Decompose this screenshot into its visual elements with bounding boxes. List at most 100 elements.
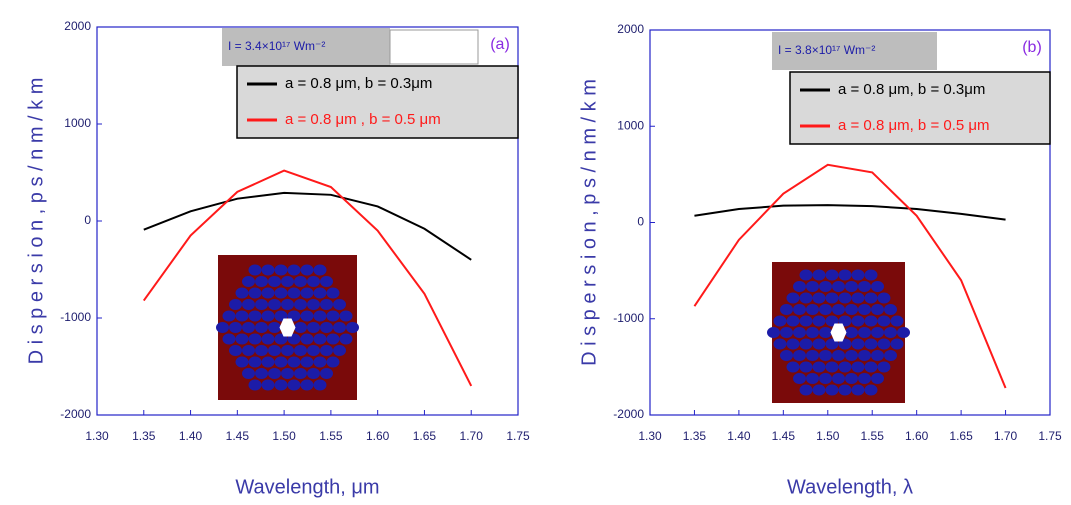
inset-hole <box>313 310 327 322</box>
x-tick-label: 1.65 <box>949 429 973 443</box>
inset-hole <box>832 304 845 315</box>
inset-hole <box>320 368 333 379</box>
inset-hole <box>832 350 845 361</box>
inset-hole <box>242 299 255 310</box>
annotation-box <box>772 32 937 70</box>
inset-hole <box>268 345 281 356</box>
inset-hole <box>313 356 327 368</box>
inset-hole <box>845 304 858 315</box>
inset-hole <box>845 350 858 361</box>
x-tick-label: 1.35 <box>132 429 156 443</box>
inset-hole <box>255 345 268 356</box>
inset-hole <box>287 356 301 368</box>
x-tick-label: 1.30 <box>85 429 109 443</box>
series-line <box>693 163 1007 389</box>
inset-hole <box>320 345 333 356</box>
inset-hole <box>858 281 871 292</box>
inset-hole <box>294 368 307 379</box>
inset-hole <box>825 292 839 304</box>
inset-hole <box>294 345 307 356</box>
inset-hole <box>300 356 314 368</box>
inset-hole <box>832 281 845 292</box>
legend-label: a = 0.8 μm, b = 0.5 μm <box>838 117 990 134</box>
y-tick-label: -1000 <box>60 310 91 324</box>
inset-hole <box>858 373 871 384</box>
inset-hole <box>877 315 891 327</box>
inset-hole <box>242 368 255 379</box>
inset-hole <box>326 287 340 299</box>
inset-hole <box>838 292 852 304</box>
inset-hole <box>806 327 819 338</box>
inset-hole <box>235 287 249 299</box>
series-line <box>694 204 1006 221</box>
annotation-white <box>389 29 479 65</box>
inset-hole <box>877 292 891 304</box>
inset-hole <box>864 292 878 304</box>
inset-hole <box>806 350 819 361</box>
inset-hole <box>773 338 787 350</box>
inset-hole <box>858 350 871 361</box>
y-tick-label: 2000 <box>617 22 644 36</box>
inset-hole <box>767 327 780 338</box>
x-tick-label: 1.45 <box>772 429 796 443</box>
x-tick-label: 1.75 <box>1038 429 1062 443</box>
inset-hole <box>229 299 242 310</box>
inset-hole <box>838 361 852 373</box>
x-tick-label: 1.35 <box>683 429 707 443</box>
inset-hole <box>287 379 301 391</box>
x-tick-label: 1.40 <box>727 429 751 443</box>
inset-hole <box>845 327 858 338</box>
inset-hole <box>261 264 275 276</box>
inset-hole <box>261 356 275 368</box>
inset-hole <box>812 384 826 396</box>
annotation: I = 3.8×10¹⁷ Wm⁻² <box>778 43 875 57</box>
inset-hole <box>793 327 806 338</box>
inset-hole <box>786 292 800 304</box>
legend-label: a = 0.8 μm , b = 0.5 μm <box>285 111 441 128</box>
x-axis-title: Wavelength, μm <box>235 476 379 498</box>
inset-hole <box>320 276 333 287</box>
inset-hole <box>786 315 800 327</box>
x-tick-label: 1.70 <box>460 429 484 443</box>
inset-hole <box>307 345 320 356</box>
inset-hole <box>871 281 884 292</box>
inset-hole <box>339 333 353 345</box>
x-tick-label: 1.50 <box>816 429 840 443</box>
inset-hole <box>268 299 281 310</box>
y-tick-label: 2000 <box>64 19 91 33</box>
inset-hole <box>819 304 832 315</box>
inset-hole <box>877 361 891 373</box>
y-tick-label: 1000 <box>64 116 91 130</box>
inset-hole <box>812 338 826 350</box>
inset-hole <box>307 322 320 333</box>
inset-hole <box>274 379 288 391</box>
inset-hole <box>274 356 288 368</box>
annotation: I = 3.4×10¹⁷ Wm⁻² <box>228 39 325 53</box>
inset-hole <box>300 264 314 276</box>
inset-hole <box>851 338 865 350</box>
inset-hole <box>819 281 832 292</box>
inset-hole <box>255 322 268 333</box>
inset-hole <box>339 310 353 322</box>
inset-hole <box>333 299 346 310</box>
inset-hole <box>812 361 826 373</box>
inset-hole <box>793 281 806 292</box>
inset-hole <box>281 345 294 356</box>
x-tick-label: 1.45 <box>226 429 250 443</box>
inset-hole <box>268 368 281 379</box>
inset-hole <box>838 269 852 281</box>
inset-hole <box>268 322 281 333</box>
inset-hole <box>261 379 275 391</box>
inset-hole <box>812 315 826 327</box>
inset-hole <box>864 338 878 350</box>
inset-hole <box>307 368 320 379</box>
inset-hole <box>806 304 819 315</box>
inset-hole <box>812 269 826 281</box>
inset-hole <box>307 299 320 310</box>
inset-hole <box>851 315 865 327</box>
inset-hole <box>806 373 819 384</box>
x-tick-label: 1.30 <box>638 429 662 443</box>
inset-hole <box>216 322 229 333</box>
inset-hole <box>320 322 333 333</box>
